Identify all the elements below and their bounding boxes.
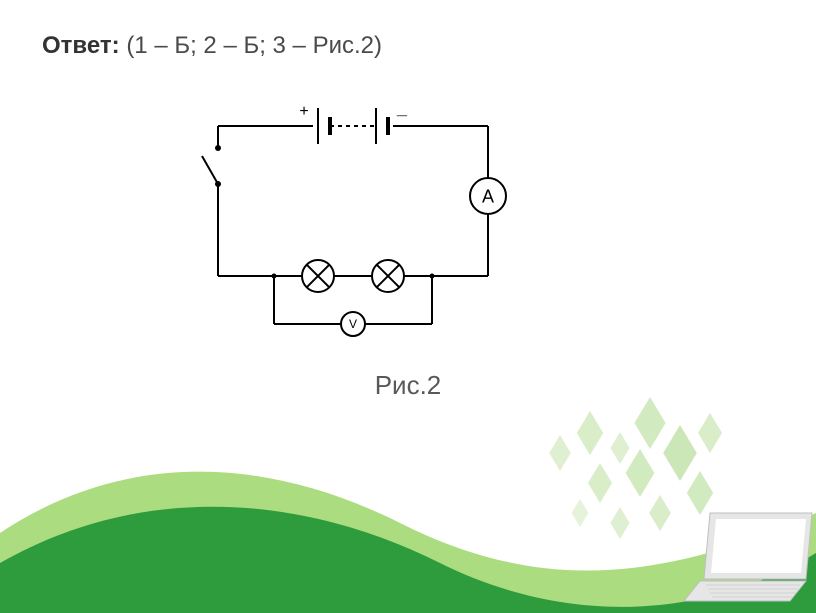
- svg-text:+: +: [299, 103, 308, 120]
- svg-text:_: _: [396, 98, 408, 118]
- answer-text: (1 – Б; 2 – Б; 3 – Рис.2): [126, 32, 382, 59]
- answer-label: Ответ:: [42, 32, 120, 59]
- svg-text:A: A: [482, 186, 494, 206]
- figure-caption: Рис.2: [0, 370, 816, 401]
- circuit-svg: + _ A V: [178, 96, 518, 356]
- circuit-diagram: + _ A V: [178, 96, 518, 356]
- footer-decoration: [0, 393, 816, 613]
- answer-heading: Ответ: (1 – Б; 2 – Б; 3 – Рис.2): [42, 32, 382, 60]
- svg-text:V: V: [349, 317, 357, 331]
